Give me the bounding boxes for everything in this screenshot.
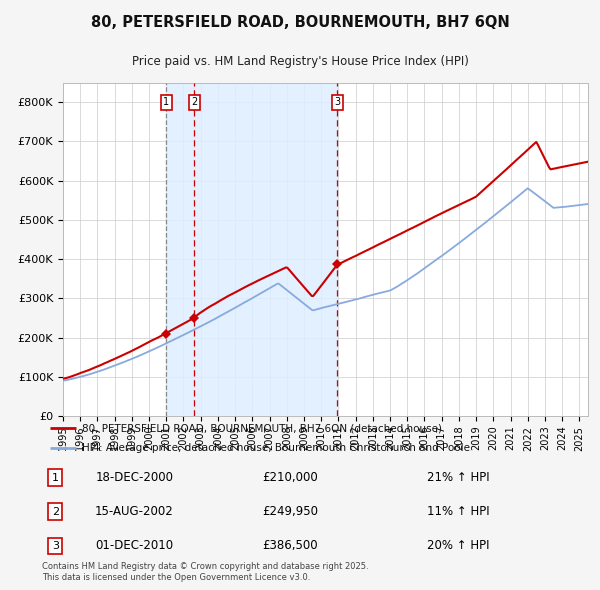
Text: £210,000: £210,000: [262, 471, 318, 484]
Text: Price paid vs. HM Land Registry's House Price Index (HPI): Price paid vs. HM Land Registry's House …: [131, 55, 469, 68]
Text: 1: 1: [52, 473, 59, 483]
Text: 01-DEC-2010: 01-DEC-2010: [95, 539, 173, 552]
Text: 11% ↑ HPI: 11% ↑ HPI: [427, 505, 490, 519]
Text: 1: 1: [163, 97, 169, 107]
Text: 80, PETERSFIELD ROAD, BOURNEMOUTH, BH7 6QN (detached house): 80, PETERSFIELD ROAD, BOURNEMOUTH, BH7 6…: [82, 424, 442, 434]
Text: 21% ↑ HPI: 21% ↑ HPI: [427, 471, 490, 484]
Text: 2: 2: [191, 97, 197, 107]
Text: 3: 3: [52, 541, 59, 551]
Text: 15-AUG-2002: 15-AUG-2002: [95, 505, 174, 519]
Text: £249,950: £249,950: [262, 505, 318, 519]
Bar: [166, 83, 194, 416]
Text: 20% ↑ HPI: 20% ↑ HPI: [427, 539, 490, 552]
Text: 2: 2: [52, 507, 59, 517]
Text: 18-DEC-2000: 18-DEC-2000: [95, 471, 173, 484]
Text: £386,500: £386,500: [262, 539, 318, 552]
Text: 80, PETERSFIELD ROAD, BOURNEMOUTH, BH7 6QN: 80, PETERSFIELD ROAD, BOURNEMOUTH, BH7 6…: [91, 15, 509, 30]
Text: 3: 3: [334, 97, 340, 107]
Text: Contains HM Land Registry data © Crown copyright and database right 2025.
This d: Contains HM Land Registry data © Crown c…: [42, 562, 368, 582]
Bar: [194, 83, 337, 416]
Text: HPI: Average price, detached house, Bournemouth Christchurch and Poole: HPI: Average price, detached house, Bour…: [82, 444, 470, 454]
